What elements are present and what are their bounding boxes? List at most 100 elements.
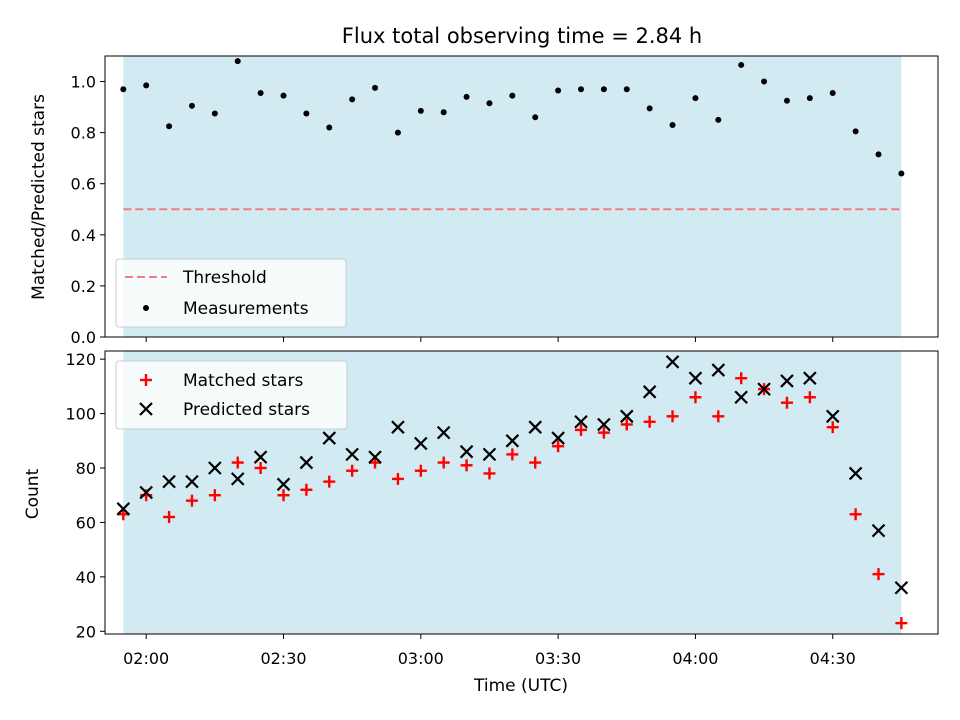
- matched-star-point: [666, 410, 679, 423]
- measurement-point: [188, 102, 195, 109]
- measurement-point: [578, 86, 584, 93]
- predicted-star-point: [803, 371, 817, 385]
- count-y-tick-label: 40: [76, 568, 96, 587]
- matched-star-point: [208, 489, 221, 502]
- ratio-panel: 0.0 0.2 0.4 0.6 0.8 1.0 Matched/Predicted sta…: [29, 55, 939, 347]
- matched-star-point: [803, 391, 816, 404]
- matched-star-point: [689, 391, 702, 404]
- measurement-point: [463, 93, 470, 100]
- matched-star-point: [185, 494, 198, 507]
- count-x-tick-label: 02:00: [123, 649, 169, 668]
- predicted-star-point: [780, 374, 794, 388]
- measurement-point: [783, 97, 790, 104]
- measurement-point: [646, 105, 653, 112]
- measurement-point: [326, 124, 333, 131]
- count-y-axis-label: Count: [23, 468, 43, 519]
- predicted-star-point: [551, 431, 565, 445]
- measurement-point: [143, 82, 150, 89]
- measurements-legend-label: Measurements: [183, 299, 309, 319]
- measurement-point: [349, 96, 356, 103]
- chart-title: Flux total observing time = 2.84 h: [342, 24, 702, 48]
- matched-star-point: [735, 372, 748, 385]
- predicted-star-point: [414, 436, 428, 451]
- predicted-star-point: [116, 502, 131, 516]
- measurement-point: [394, 129, 401, 136]
- measurement-point: [875, 151, 882, 158]
- count-y-tick-label: 80: [76, 459, 96, 478]
- predicted-star-point: [322, 431, 337, 445]
- count-y-tick-label: 60: [76, 513, 96, 532]
- matched-star-point: [163, 510, 176, 523]
- matched-star-point: [872, 568, 885, 581]
- measurement-point: [692, 95, 699, 102]
- matched-star-point: [552, 440, 565, 453]
- predicted-star-point: [665, 355, 680, 369]
- predicted-star-point: [482, 447, 497, 462]
- count-legend-box: [115, 360, 348, 430]
- measurement-point: [600, 86, 607, 93]
- matched-star-point: [506, 448, 519, 461]
- matched-star-point: [437, 456, 450, 469]
- matched-legend-swatch: [140, 374, 152, 386]
- matched-legend-label: Matched stars: [183, 371, 303, 391]
- predicted-star-point: [436, 425, 451, 440]
- predicted-star-point: [162, 474, 176, 489]
- measurement-point: [852, 128, 859, 135]
- matched-star-point: [300, 483, 313, 496]
- matched-star-point: [643, 415, 656, 428]
- matched-star-point: [277, 489, 290, 502]
- ratio-y-tick-label: 0.2: [71, 277, 96, 296]
- measurement-point: [898, 170, 905, 177]
- ratio-y-tick-label: 0.8: [71, 124, 96, 143]
- measurement-point: [555, 87, 562, 94]
- measurement-point: [120, 86, 127, 93]
- matched-star-point: [849, 508, 862, 521]
- matched-star-point: [231, 456, 244, 469]
- count-panel-frame: [104, 350, 939, 635]
- measurement-point: [806, 95, 813, 102]
- predicted-star-point: [299, 455, 314, 470]
- predicted-star-point: [505, 434, 520, 448]
- predicted-star-point: [734, 390, 748, 405]
- matched-star-point: [391, 472, 404, 485]
- time-x-axis-label: Time (UTC): [473, 676, 568, 696]
- predicted-star-point: [345, 447, 359, 462]
- measurement-point: [303, 110, 310, 117]
- count-x-tick-label: 04:30: [810, 649, 856, 668]
- ratio-y-axis-label: Matched/Predicted stars: [29, 94, 49, 300]
- matched-star-point: [780, 396, 793, 409]
- matched-star-point: [712, 410, 725, 423]
- predicted-legend-swatch: [139, 402, 153, 416]
- predicted-star-point: [825, 409, 840, 424]
- predicted-star-point: [711, 363, 726, 377]
- measurement-point: [234, 58, 241, 65]
- ratio-legend-box: [115, 258, 347, 328]
- matched-star-point: [323, 475, 336, 488]
- predicted-star-point: [208, 461, 222, 475]
- measurement-point: [623, 86, 630, 93]
- measurement-point: [486, 100, 493, 107]
- measurement-point: [280, 92, 287, 99]
- predicted-star-point: [185, 474, 199, 489]
- measurement-point: [532, 114, 539, 121]
- measurement-point: [372, 84, 379, 91]
- predicted-star-point: [253, 450, 268, 464]
- count-x-tick-label: 03:30: [535, 649, 581, 668]
- count-y-tick-label: 100: [65, 405, 96, 424]
- ratio-y-tick-label: 1.0: [71, 73, 96, 92]
- predicted-star-point: [368, 450, 382, 464]
- matched-star-point: [575, 423, 587, 436]
- predicted-star-point: [871, 523, 886, 538]
- matched-star-point: [460, 459, 473, 472]
- count-y-tick-label: 120: [65, 350, 96, 369]
- count-panel: 20 40 60 80 100 120 02:00 02:30 03:00 03:30 04:00 0…: [23, 350, 939, 696]
- measurement-point: [738, 61, 745, 68]
- predicted-star-point: [139, 485, 153, 500]
- predicted-legend-label: Predicted stars: [183, 400, 310, 420]
- predicted-star-point: [848, 466, 863, 481]
- ratio-panel-frame: [104, 55, 939, 338]
- count-legend: Matched stars Predicted stars: [115, 360, 348, 430]
- measurement-point: [509, 92, 516, 99]
- matched-star-point: [620, 418, 633, 431]
- predicted-star-point: [391, 420, 405, 434]
